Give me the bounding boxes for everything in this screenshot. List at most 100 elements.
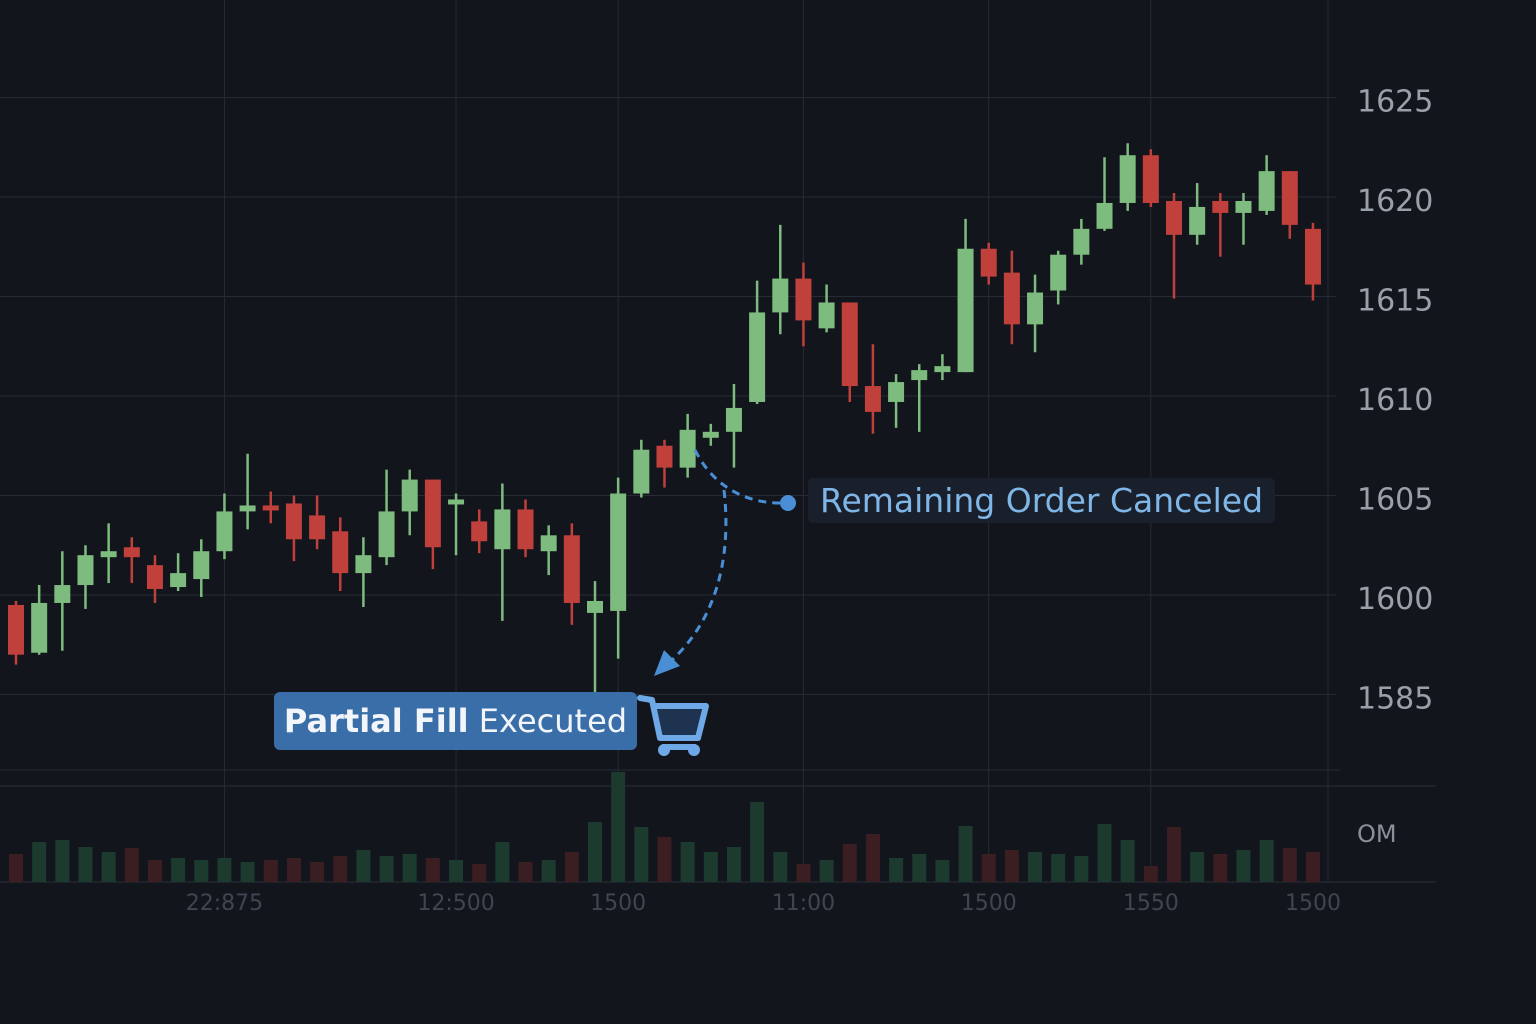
candle-up	[633, 439, 650, 498]
candle-down	[309, 495, 326, 550]
candle-body	[841, 302, 858, 387]
candle-down	[841, 302, 858, 402]
candle-body	[1189, 206, 1206, 235]
candle-body	[517, 509, 534, 550]
candle-body	[262, 505, 279, 511]
candle-body	[540, 535, 557, 552]
candle-body	[980, 248, 997, 277]
candle-body	[679, 429, 696, 468]
volume-bar	[101, 852, 116, 882]
candle-up	[355, 537, 372, 607]
candle-down	[656, 439, 673, 488]
volume-bar	[981, 854, 996, 882]
candle-body	[1281, 171, 1298, 225]
candle-down	[332, 517, 349, 592]
candle-down	[424, 479, 441, 570]
candle-body	[378, 511, 395, 558]
volume-bar	[32, 842, 47, 882]
volume-bar	[425, 858, 440, 882]
candle-up	[216, 493, 233, 560]
candle-body	[1119, 155, 1136, 203]
price-tick-label: 1610	[1357, 383, 1433, 418]
volume-bar	[1259, 840, 1274, 882]
volume-bar	[1305, 852, 1320, 882]
volume-bars	[9, 772, 1320, 882]
annotation-connectors	[654, 449, 796, 676]
candle-down	[146, 555, 163, 603]
candle-down	[1212, 193, 1229, 257]
volume-bar	[865, 834, 880, 882]
volume-bar	[518, 862, 533, 882]
candle-up	[31, 585, 48, 655]
candle-down	[795, 262, 812, 347]
volume-bar	[634, 827, 649, 882]
candle-body	[355, 555, 372, 574]
candle-up	[77, 545, 94, 609]
candle-body	[494, 509, 511, 550]
candle-body	[77, 555, 94, 586]
candle-body	[818, 302, 835, 329]
time-axis: 22:875 12:500 1500 11:00 1500 1550 1500	[186, 891, 1341, 916]
candle-body	[123, 547, 140, 558]
volume-bar	[1051, 854, 1066, 882]
candle-body	[100, 551, 117, 558]
volume-bar	[657, 837, 672, 882]
candle-up	[1189, 183, 1206, 245]
candle-body	[749, 312, 766, 402]
volume-bar	[703, 852, 718, 882]
candle-body	[54, 585, 71, 603]
volume-bar	[1190, 852, 1205, 882]
volume-bar	[889, 858, 904, 882]
volume-bar	[333, 856, 348, 882]
volume-bar	[495, 842, 510, 882]
candle-down	[1166, 193, 1182, 299]
candle-up	[749, 280, 766, 404]
candle-body	[424, 479, 441, 548]
volume-bar	[55, 840, 70, 882]
time-tick-label: 12:500	[417, 891, 494, 916]
candle-body	[1050, 254, 1067, 291]
candle-body	[216, 511, 233, 552]
candle-down	[1281, 171, 1298, 239]
price-tick-label: 1585	[1357, 682, 1433, 717]
candle-up	[540, 525, 557, 576]
volume-bar	[147, 860, 162, 882]
candle-body	[772, 278, 789, 313]
volume-bar	[449, 860, 464, 882]
candle-down	[1142, 149, 1159, 207]
price-tick-label: 1605	[1357, 483, 1433, 518]
candle-up	[239, 453, 256, 530]
candle-up	[772, 224, 789, 335]
price-tick-label: 1620	[1357, 184, 1433, 219]
candle-body	[633, 449, 650, 494]
volume-bar	[1004, 850, 1019, 882]
candle-up	[725, 384, 742, 468]
annotation-text: Executed	[478, 702, 628, 740]
candle-down	[8, 600, 24, 665]
candle-body	[1212, 200, 1229, 213]
candle-body	[725, 407, 742, 432]
candle-up	[1050, 250, 1067, 305]
partial-fill-executed-label: Partial Fill Executed	[274, 692, 637, 750]
volume-bar	[1097, 824, 1112, 882]
candle-up	[679, 413, 696, 478]
candle-body	[1235, 200, 1252, 213]
time-tick-label: 22:875	[186, 891, 263, 916]
candle-up	[494, 483, 511, 621]
volume-bar	[240, 862, 255, 882]
candle-up	[1258, 155, 1275, 215]
volume-bar	[194, 860, 209, 882]
volume-bar	[1282, 848, 1297, 882]
volume-bar	[541, 860, 556, 882]
candle-body	[911, 370, 928, 381]
candle-down	[1003, 250, 1020, 345]
candle-body	[934, 366, 951, 373]
volume-bar	[1120, 840, 1135, 882]
candle-body	[864, 386, 881, 412]
candle-up	[587, 581, 603, 693]
candle-down	[980, 242, 997, 285]
candle-body	[471, 521, 488, 542]
candle-body	[656, 445, 673, 468]
volume-bar	[796, 864, 811, 882]
price-tick-label: 1625	[1357, 85, 1433, 120]
